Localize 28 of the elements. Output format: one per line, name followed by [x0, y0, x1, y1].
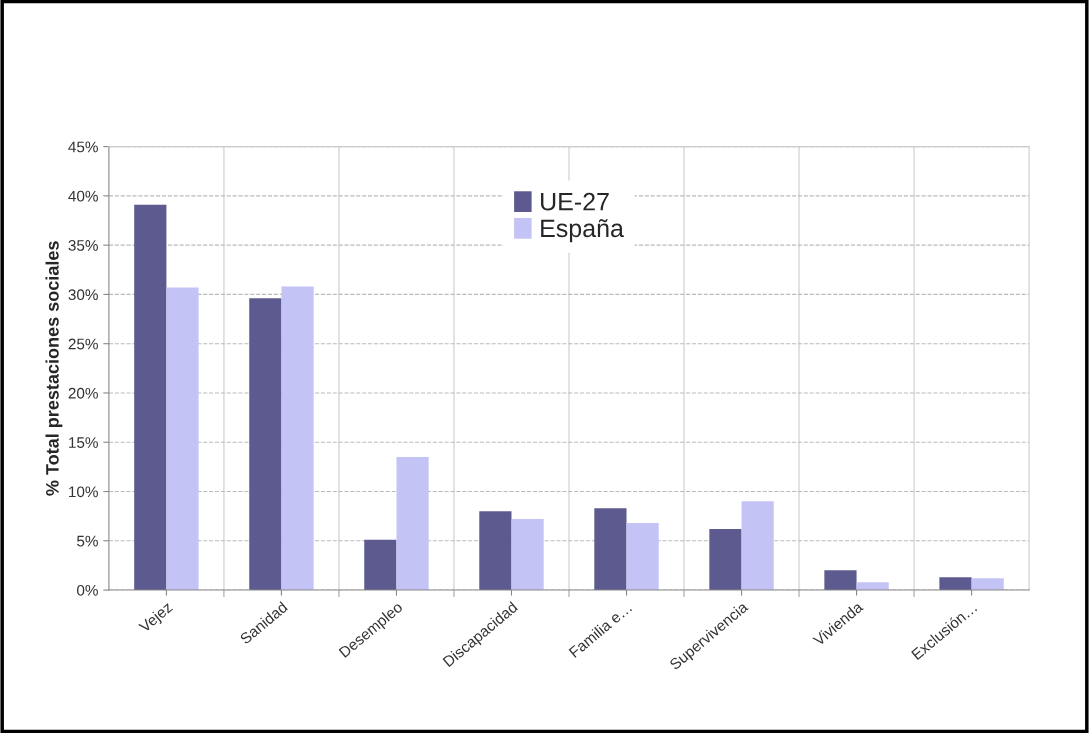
bar	[626, 523, 659, 591]
bar	[249, 298, 282, 591]
y-tick-label: 10%	[69, 486, 98, 498]
bar	[364, 539, 397, 591]
legend-label: UE-27	[541, 192, 609, 211]
y-tick-label: 25%	[68, 338, 98, 350]
legend-label: España	[541, 219, 624, 243]
y-tick-label: 5%	[77, 535, 98, 547]
y-tick-label: 35%	[68, 240, 98, 251]
y-tick-label: 0%	[77, 584, 98, 596]
bar	[594, 508, 627, 591]
y-tick-label: 45%	[68, 141, 98, 153]
bar	[709, 528, 742, 591]
bar	[741, 501, 774, 591]
bar	[396, 457, 429, 591]
bar	[824, 570, 857, 591]
bar	[134, 204, 167, 591]
bar	[511, 519, 544, 591]
bar	[166, 287, 199, 591]
y-axis-title: % Total prestaciones sociales	[45, 241, 63, 496]
y-tick-label: 30%	[68, 289, 98, 301]
bar	[971, 578, 1004, 591]
y-tick-label: 40%	[68, 190, 98, 202]
y-tick-label: 20%	[68, 387, 98, 399]
bar	[939, 577, 972, 591]
bar	[281, 286, 314, 591]
y-tick-label: 15%	[69, 437, 98, 448]
bar	[479, 511, 512, 591]
